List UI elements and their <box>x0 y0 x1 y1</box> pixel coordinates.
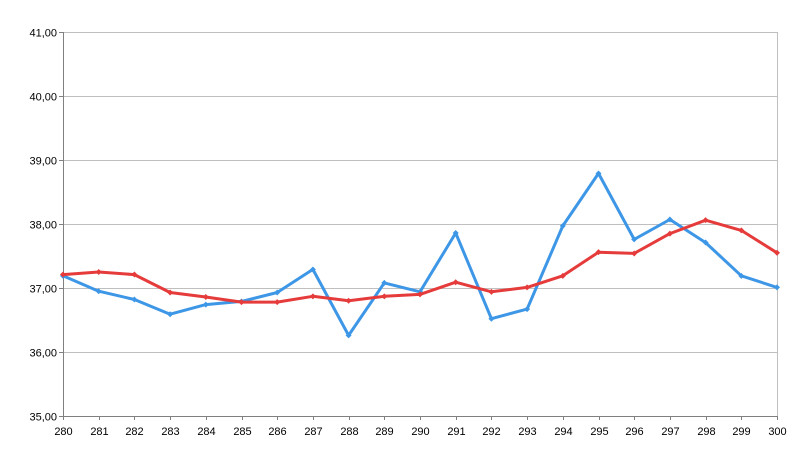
data-point <box>345 297 352 304</box>
data-point <box>524 284 531 291</box>
data-point <box>309 266 316 273</box>
data-point <box>381 293 388 300</box>
data-point <box>666 216 673 223</box>
x-tick-label: 296 <box>625 426 643 438</box>
x-tick-label: 295 <box>590 426 608 438</box>
data-point <box>238 299 245 306</box>
x-tick-label: 282 <box>125 426 143 438</box>
data-point <box>95 269 102 275</box>
y-tick-label: 41,00 <box>29 28 57 40</box>
series-1 <box>60 170 780 339</box>
data-point <box>417 291 423 298</box>
x-tick-label: 286 <box>268 426 286 438</box>
data-point <box>595 249 602 256</box>
data-point <box>595 170 602 177</box>
gridlines <box>63 32 778 416</box>
data-point <box>95 288 102 295</box>
axes <box>59 32 778 420</box>
data-point <box>309 293 316 300</box>
data-point <box>738 272 745 279</box>
x-tick-label: 283 <box>161 426 179 438</box>
y-tick-label: 38,00 <box>29 220 57 232</box>
data-point <box>631 250 638 257</box>
data-point <box>524 306 531 313</box>
x-tick-label: 298 <box>697 426 715 438</box>
data-point <box>774 284 780 291</box>
x-tick-label: 281 <box>90 426 108 438</box>
x-tick-label: 287 <box>304 426 322 438</box>
data-point <box>452 279 459 286</box>
y-tick-label: 39,00 <box>29 156 57 168</box>
data-point <box>488 315 495 322</box>
data-point <box>559 272 566 279</box>
x-tick-label: 289 <box>375 426 393 438</box>
data-point <box>666 230 673 237</box>
data-point <box>274 299 281 306</box>
x-tick-label: 291 <box>447 426 465 438</box>
data-point <box>167 311 174 318</box>
x-tick-label: 280 <box>54 426 72 438</box>
data-series <box>60 170 780 339</box>
x-tick-label: 293 <box>518 426 536 438</box>
x-tick-label: 284 <box>197 426 215 438</box>
data-point <box>702 239 709 246</box>
x-tick-label: 290 <box>411 426 429 438</box>
x-tick-label: 288 <box>340 426 358 438</box>
data-point <box>202 301 209 308</box>
data-point <box>345 332 352 339</box>
data-point <box>381 279 388 286</box>
data-point <box>60 271 66 278</box>
y-tick-label: 36,00 <box>29 348 57 360</box>
data-point <box>738 227 745 234</box>
data-point <box>167 289 174 296</box>
y-tick-label: 35,00 <box>29 412 57 424</box>
series-line <box>61 171 779 337</box>
data-point <box>202 293 209 300</box>
x-tick-label: 297 <box>661 426 679 438</box>
x-tick-label: 285 <box>233 426 251 438</box>
data-point <box>131 271 138 278</box>
data-point <box>274 289 281 296</box>
y-tick-label: 40,00 <box>29 92 57 104</box>
data-point <box>702 217 709 224</box>
data-point <box>452 229 459 236</box>
x-tick-label: 300 <box>768 426 786 438</box>
x-axis-tick-labels: 280 281 282 283 284 285 286 287 288 289 290 291 292 2… <box>54 426 786 438</box>
x-tick-label: 292 <box>482 426 500 438</box>
data-point <box>631 236 638 243</box>
y-axis-tick-labels: 35,00 36,00 37,00 38,00 39,00 40,00 41,00 <box>29 28 57 424</box>
y-tick-label: 37,00 <box>29 284 57 296</box>
data-point <box>774 249 780 256</box>
x-tick-label: 294 <box>554 426 572 438</box>
data-point <box>131 296 138 303</box>
series-2 <box>60 217 780 306</box>
data-point <box>559 222 566 229</box>
data-point <box>488 288 495 295</box>
x-tick-label: 299 <box>732 426 750 438</box>
